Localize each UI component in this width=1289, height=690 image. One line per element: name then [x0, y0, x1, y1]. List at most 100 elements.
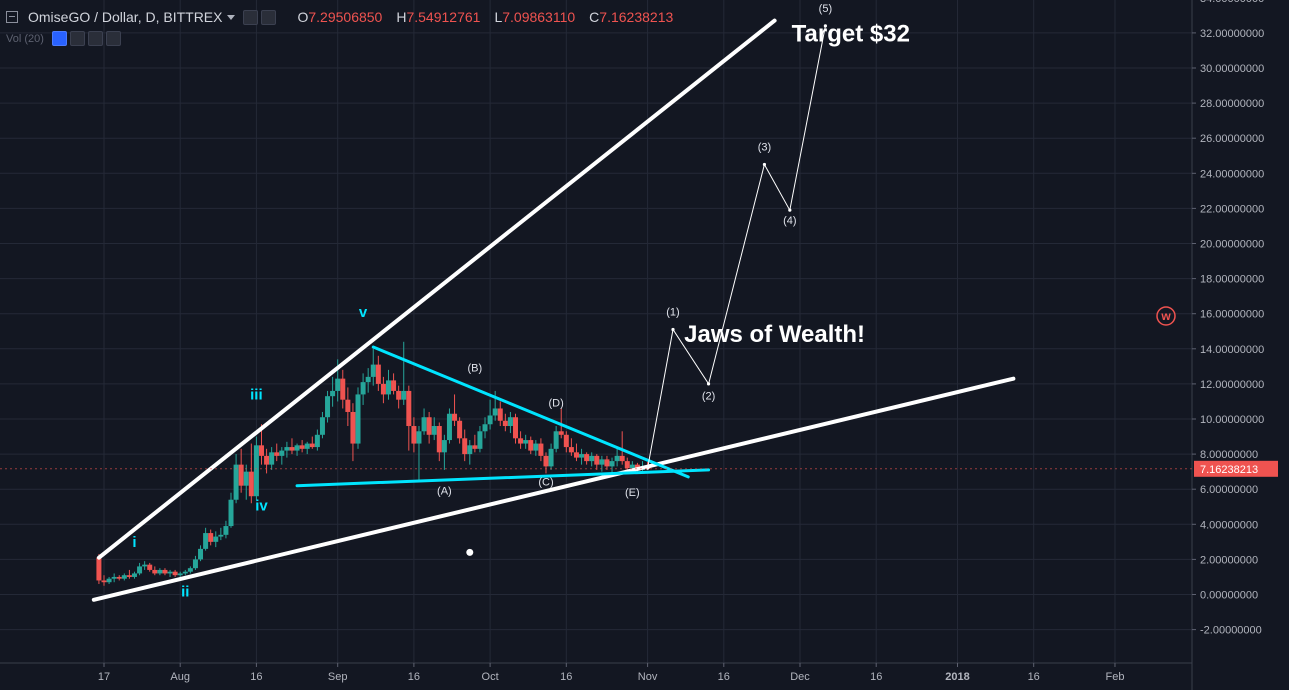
- y-tick-label: 22.00000000: [1200, 203, 1264, 215]
- candle-up: [599, 459, 605, 465]
- wave-count-label: (C): [538, 477, 553, 489]
- chart-header: OmiseGO / Dollar, D, BITTREX O7.29506850…: [0, 0, 1190, 46]
- projection-point: [671, 327, 675, 332]
- candle-up: [157, 569, 163, 574]
- candle-down: [289, 447, 295, 451]
- close-value: 7.16238213: [599, 9, 674, 25]
- y-tick-label: 2.00000000: [1200, 554, 1258, 566]
- x-tick-label: Dec: [790, 671, 810, 683]
- candle-down: [96, 557, 102, 581]
- y-tick-label: 4.00000000: [1200, 519, 1258, 531]
- y-tick-label: -2.00000000: [1200, 625, 1262, 637]
- candle-up: [365, 376, 371, 383]
- low-key: L: [494, 9, 503, 25]
- projection-point: [706, 382, 711, 386]
- marker-dot: [466, 548, 474, 556]
- candle-down: [208, 533, 214, 542]
- add-icon[interactable]: [87, 31, 103, 46]
- trendline-triangle-lower: [295, 468, 711, 488]
- candle-down: [619, 455, 625, 462]
- candle-down: [436, 426, 442, 453]
- candle-down: [457, 420, 463, 439]
- candle-up: [167, 571, 173, 574]
- symbol-title[interactable]: OmiseGO / Dollar, D, BITTREX: [28, 9, 223, 25]
- visibility-icon[interactable]: [261, 9, 277, 25]
- wave-count-label: (B): [468, 363, 483, 375]
- trendline-upper-jaw: [96, 18, 777, 560]
- more-icon[interactable]: [105, 31, 121, 46]
- wave-label: v: [359, 304, 368, 321]
- candle-down: [116, 576, 122, 579]
- candle-up: [106, 578, 112, 583]
- gear-icon[interactable]: [69, 31, 85, 46]
- wave-count-label: (1): [666, 306, 679, 318]
- candle-up: [401, 390, 407, 400]
- candle-down: [594, 455, 600, 465]
- candle-up: [431, 426, 437, 435]
- high-value: 7.54912761: [406, 9, 481, 25]
- candle-down: [162, 569, 168, 574]
- candle-up: [441, 440, 447, 453]
- candle-down: [563, 434, 569, 448]
- x-tick-label: 17: [98, 671, 110, 683]
- candle-down: [350, 411, 356, 444]
- wave-label: i: [132, 534, 136, 551]
- candle-down: [543, 455, 549, 467]
- candle-up: [111, 576, 117, 579]
- candle-up: [629, 464, 635, 469]
- x-tick-label: 16: [1028, 671, 1040, 683]
- candle-down: [258, 445, 264, 456]
- trendline-lower-jaw: [91, 376, 1016, 602]
- candle-down: [172, 571, 178, 576]
- y-tick-label: 20.00000000: [1200, 239, 1264, 251]
- candle-down: [528, 440, 534, 451]
- candle-up: [314, 434, 320, 448]
- candle-up: [253, 445, 259, 497]
- candle-down: [264, 455, 270, 465]
- candle-up: [589, 455, 595, 462]
- candle-up: [182, 571, 188, 574]
- projection-point: [823, 24, 828, 28]
- candle-up: [325, 396, 331, 418]
- candle-down: [147, 564, 153, 570]
- collapse-icon[interactable]: [6, 11, 18, 23]
- logo-circle: [1156, 306, 1176, 326]
- eye-icon[interactable]: [51, 31, 67, 46]
- candle-up: [294, 445, 300, 451]
- candle-up: [477, 431, 483, 449]
- volume-row: Vol (20): [6, 31, 124, 46]
- candle-up: [137, 566, 143, 574]
- candle-down: [375, 364, 381, 384]
- candle-up: [416, 431, 422, 444]
- candle-down: [380, 383, 386, 395]
- chevron-down-icon[interactable]: [227, 14, 236, 20]
- wave-count-label: (5): [819, 3, 832, 15]
- candles: [96, 341, 651, 586]
- wave-count-label: (4): [783, 215, 796, 227]
- candle-up: [269, 452, 275, 465]
- y-tick-label: 24.00000000: [1200, 168, 1264, 180]
- x-tick-label: 16: [250, 671, 262, 683]
- settings-icon[interactable]: [243, 9, 259, 25]
- projection-point: [762, 162, 767, 167]
- candle-up: [614, 455, 620, 462]
- candle-down: [101, 580, 107, 583]
- x-tick-label: 2018: [945, 671, 969, 683]
- candle-up: [228, 499, 234, 527]
- candle-down: [538, 443, 544, 456]
- volume-label[interactable]: Vol (20): [6, 32, 44, 45]
- candle-up: [319, 417, 325, 435]
- candle-up: [233, 464, 239, 500]
- candle-down: [497, 408, 503, 421]
- candle-down: [248, 471, 254, 497]
- candle-up: [213, 536, 219, 542]
- candle-up: [284, 447, 290, 451]
- y-tick-label: 14.00000000: [1200, 344, 1264, 356]
- wave-count-label: (D): [549, 398, 564, 410]
- candle-up: [355, 394, 361, 444]
- candle-up: [385, 380, 391, 395]
- candle-up: [203, 533, 209, 549]
- x-tick-label: 16: [718, 671, 730, 683]
- candle-up: [548, 448, 554, 467]
